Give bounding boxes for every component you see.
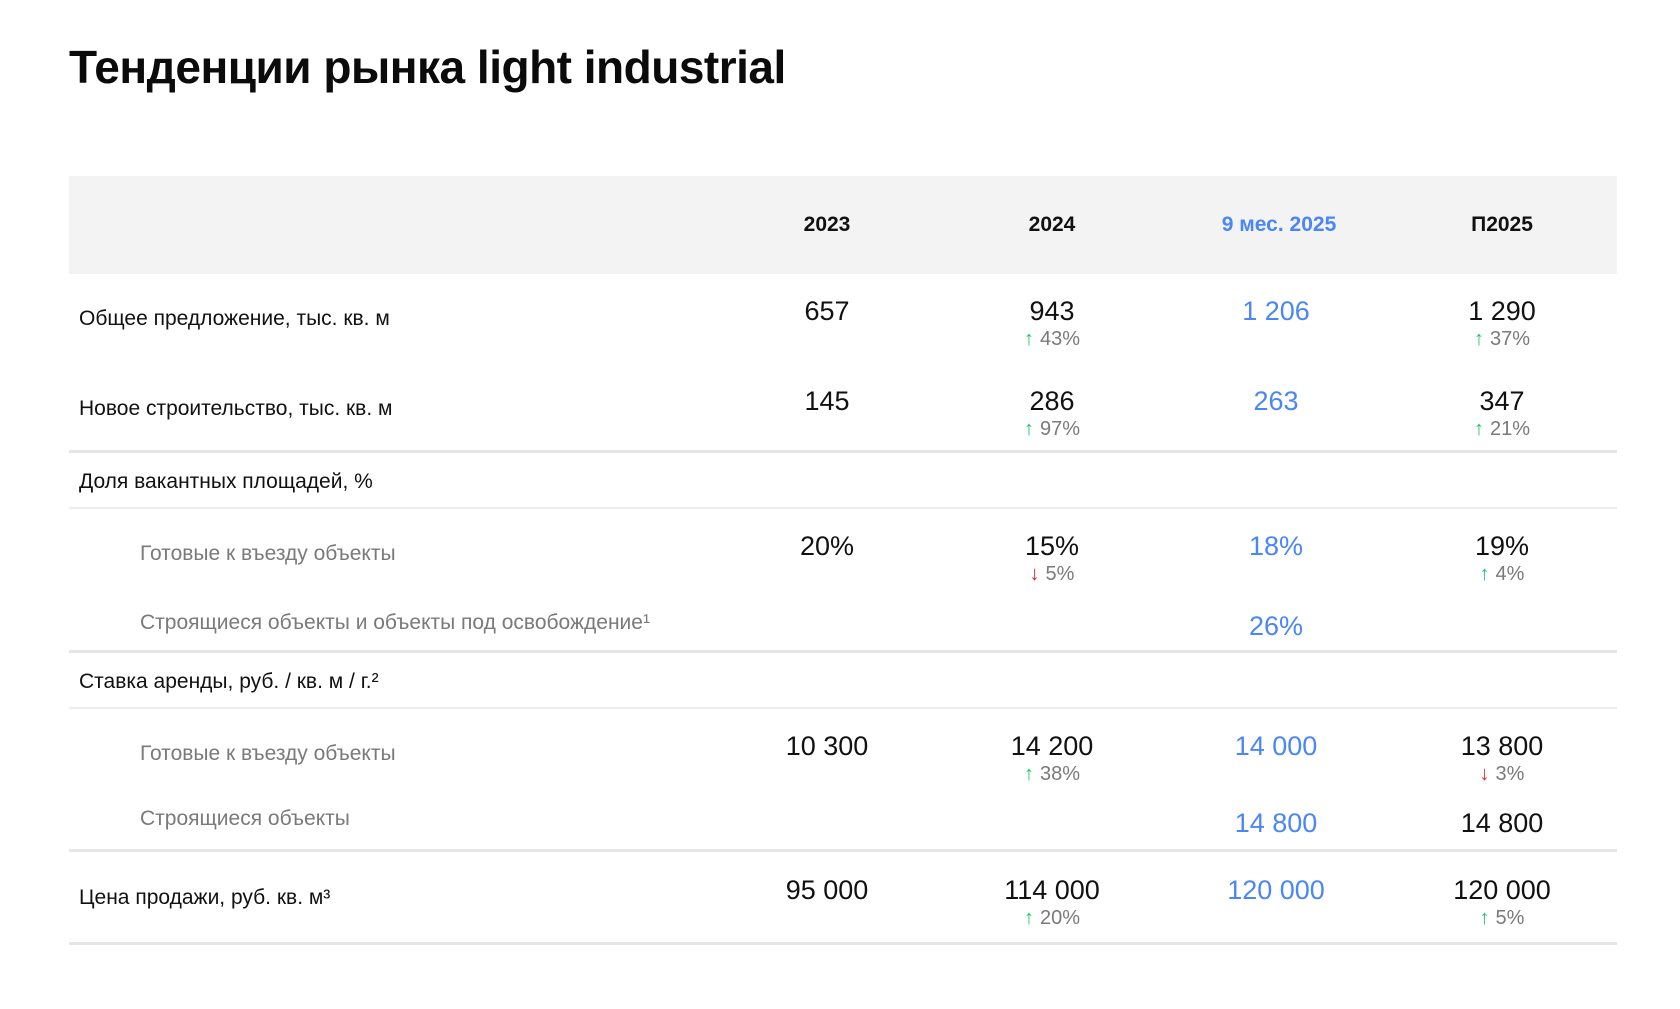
arrow-up-icon: ↑ xyxy=(1023,418,1034,440)
value-2023: 657 xyxy=(804,296,850,326)
table-row-sale: Цена продажи, руб. кв. м³ 95 000 114 000… xyxy=(69,852,1617,945)
change-value: 97% xyxy=(1039,418,1081,440)
value-2024: 114 000 xyxy=(1004,875,1100,905)
arrow-up-icon: ↑ xyxy=(1023,907,1034,929)
arrow-up-icon: ↑ xyxy=(1473,328,1484,350)
value-forecast-2025: 13 800 xyxy=(1460,731,1544,761)
row-label: Строящиеся объекты и объекты под освобож… xyxy=(140,611,650,634)
arrow-up-icon: ↑ xyxy=(1479,563,1490,585)
value-forecast-2025: 14 800 xyxy=(1460,808,1544,838)
change-forecast-2025: ↓ 3% xyxy=(1402,763,1602,786)
change-value: 5% xyxy=(1045,563,1075,585)
value-2023: 145 xyxy=(804,386,850,416)
change-2024: ↑ 43% xyxy=(952,328,1152,351)
value-9m-2025: 14 000 xyxy=(1234,731,1318,761)
table-row-vacancy-ready: Готовые к въезду объекты 20% 15% ↓ 5% 18%… xyxy=(69,509,1617,586)
arrow-up-icon: ↑ xyxy=(1473,418,1484,440)
page-title: Тенденции рынка light industrial xyxy=(69,41,786,93)
row-label: Цена продажи, руб. кв. м³ xyxy=(79,886,331,909)
value-forecast-2025: 19% xyxy=(1474,531,1530,561)
change-forecast-2025: ↑ 5% xyxy=(1402,907,1602,930)
section-row-vacancy: Доля вакантных площадей, % xyxy=(69,453,1617,509)
value-2024: 943 xyxy=(1029,296,1075,326)
change-value: 37% xyxy=(1489,328,1531,350)
value-9m-2025: 120 000 xyxy=(1227,875,1325,905)
change-value: 21% xyxy=(1489,418,1531,440)
table-row-construction: Новое строительство, тыс. кв. м 145 286 … xyxy=(69,364,1617,453)
value-2023: 20% xyxy=(799,531,855,561)
value-9m-2025: 14 800 xyxy=(1234,808,1318,838)
value-forecast-2025: 120 000 xyxy=(1453,875,1551,905)
arrow-up-icon: ↑ xyxy=(1479,907,1490,929)
arrow-down-icon: ↓ xyxy=(1479,763,1490,785)
row-label: Новое строительство, тыс. кв. м xyxy=(79,397,393,420)
row-label: Строящиеся объекты xyxy=(140,807,350,830)
change-value: 5% xyxy=(1495,907,1525,929)
change-2024: ↑ 97% xyxy=(952,418,1152,441)
change-value: 3% xyxy=(1495,763,1525,785)
value-forecast-2025: 347 xyxy=(1479,386,1525,416)
table-header: 2023 2024 9 мес. 2025 П2025 xyxy=(69,176,1617,274)
value-9m-2025: 1 206 xyxy=(1242,296,1310,326)
arrow-down-icon: ↓ xyxy=(1029,563,1040,585)
value-2023: 95 000 xyxy=(785,875,869,905)
table-row-supply: Общее предложение, тыс. кв. м 657 943 ↑ 4… xyxy=(69,274,1617,364)
row-label: Готовые к въезду объекты xyxy=(140,742,396,765)
change-2024: ↑ 20% xyxy=(952,907,1152,930)
change-forecast-2025: ↑ 21% xyxy=(1402,418,1602,441)
row-label: Готовые к въезду объекты xyxy=(140,542,396,565)
market-trends-table: 2023 2024 9 мес. 2025 П2025 Общее предло… xyxy=(69,176,1617,945)
section-row-rent: Ставка аренды, руб. / кв. м / г.² xyxy=(69,653,1617,709)
change-2024: ↑ 38% xyxy=(952,763,1152,786)
change-forecast-2025: ↑ 37% xyxy=(1402,328,1602,351)
value-2023: 10 300 xyxy=(785,731,869,761)
table-row-rent-ready: Готовые к въезду объекты 10 300 14 200 ↑… xyxy=(69,709,1617,786)
change-value: 20% xyxy=(1039,907,1081,929)
arrow-up-icon: ↑ xyxy=(1023,763,1034,785)
change-value: 38% xyxy=(1039,763,1081,785)
value-2024: 15% xyxy=(1024,531,1080,561)
change-forecast-2025: ↑ 4% xyxy=(1402,563,1602,586)
value-9m-2025: 18% xyxy=(1248,531,1304,561)
column-header-9m-2025: 9 мес. 2025 xyxy=(1221,213,1337,236)
column-header-2023: 2023 xyxy=(803,213,851,236)
table-row-vacancy-building: Строящиеся объекты и объекты под освобож… xyxy=(69,583,1617,653)
section-label: Ставка аренды, руб. / кв. м / г.² xyxy=(79,670,379,693)
row-label: Общее предложение, тыс. кв. м xyxy=(79,307,390,330)
change-value: 43% xyxy=(1039,328,1081,350)
column-header-2024: 2024 xyxy=(1028,213,1076,236)
section-label: Доля вакантных площадей, % xyxy=(79,470,373,493)
value-9m-2025: 263 xyxy=(1253,386,1299,416)
change-value: 4% xyxy=(1495,563,1525,585)
value-2024: 286 xyxy=(1029,386,1075,416)
value-9m-2025: 26% xyxy=(1248,611,1304,641)
value-forecast-2025: 1 290 xyxy=(1468,296,1536,326)
column-header-forecast-2025: П2025 xyxy=(1471,213,1533,236)
table-row-rent-building: Строящиеся объекты 14 800 14 800 xyxy=(69,783,1617,852)
value-2024: 14 200 xyxy=(1010,731,1094,761)
change-2024: ↓ 5% xyxy=(952,563,1152,586)
arrow-up-icon: ↑ xyxy=(1023,328,1034,350)
